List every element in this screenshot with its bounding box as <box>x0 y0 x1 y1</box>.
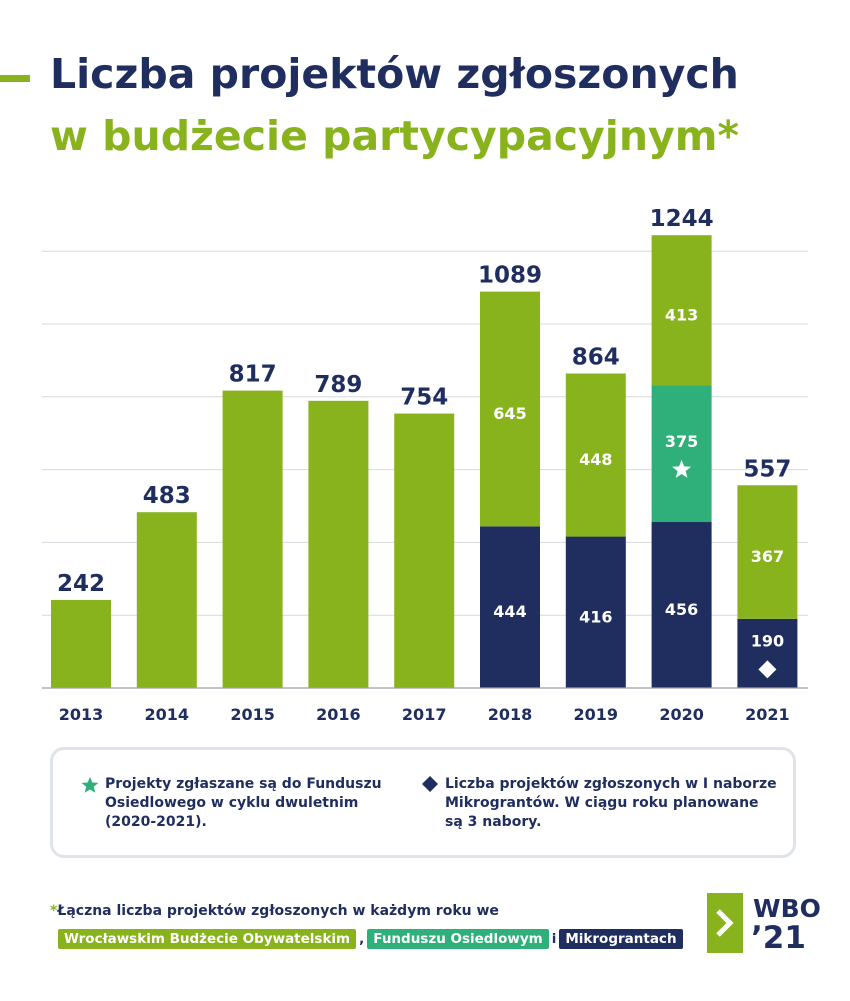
segment-label-2021: 190 <box>751 631 784 650</box>
legend-box: Projekty zgłaszane są do Funduszu Osiedl… <box>50 747 796 858</box>
x-tick-label-2014: 2014 <box>145 705 190 724</box>
total-label-2017: 754 <box>400 385 448 411</box>
bar-2019-mikrograntach <box>565 536 626 688</box>
bar-2013-wroc-awskim-bud-ecie-obywatelskim <box>51 599 111 688</box>
total-label-2013: 242 <box>57 571 105 597</box>
legend-star-text: Projekty zgłaszane są do Funduszu Osiedl… <box>105 776 382 830</box>
bar-2015-wroc-awskim-bud-ecie-obywatelskim <box>222 390 283 688</box>
segment-label-2018: 444 <box>493 602 526 621</box>
bar-2018-wroc-awskim-bud-ecie-obywatelskim <box>480 291 540 527</box>
total-label-2018: 1089 <box>478 263 542 289</box>
tag-separator-comma: , <box>359 931 365 947</box>
stacked-bar-chart: 242 2013 483 2014 817 2015 789 2016 754 2017 444 64… <box>42 206 808 724</box>
logo-chevron-icon <box>707 893 743 953</box>
logo-text-wbo: WBO <box>753 894 821 923</box>
title-line-1: Liczba projektów zgłoszonych <box>50 50 739 98</box>
title-accent-bar <box>0 75 30 82</box>
diamond-icon <box>419 775 441 792</box>
bar-2021-wroc-awskim-bud-ecie-obywatelskim <box>737 485 798 619</box>
bar-2018-mikrograntach <box>480 526 540 688</box>
segment-label-2019: 416 <box>579 607 612 626</box>
segment-label-2021: 367 <box>751 547 784 566</box>
total-label-2021: 557 <box>743 456 791 482</box>
segment-label-2020: 375 <box>665 432 698 451</box>
wbo-logo: WBO ’21 <box>707 893 821 956</box>
star-icon <box>79 775 101 794</box>
total-label-2016: 789 <box>314 372 362 398</box>
segment-label-2019: 448 <box>579 450 612 469</box>
segment-label-2018: 645 <box>493 404 526 423</box>
footnote: *Łączna liczba projektów zgłoszonych w k… <box>50 903 499 919</box>
segment-label-2020: 413 <box>665 305 698 324</box>
segment-label-2020: 456 <box>665 600 698 619</box>
x-tick-label-2015: 2015 <box>230 705 275 724</box>
tag-wbo: Wrocławskim Budżecie Obywatelskim <box>58 929 357 949</box>
x-tick-label-2018: 2018 <box>488 705 533 724</box>
total-label-2019: 864 <box>572 345 620 371</box>
diamond-icon-marker-2021 <box>758 660 777 679</box>
x-tick-label-2021: 2021 <box>745 705 790 724</box>
bar-2020-funduszu-osiedlowym <box>651 385 712 523</box>
legend-diamond-text: Liczba projektów zgłoszonych w I naborze… <box>445 776 777 830</box>
x-tick-label-2013: 2013 <box>59 705 104 724</box>
tag-fundusz: Funduszu Osiedlowym <box>367 929 549 949</box>
bar-2020-mikrograntach <box>651 522 712 688</box>
footnote-asterisk: * <box>50 903 58 919</box>
title-line-2: w budżecie partycypacyjnym* <box>50 112 739 160</box>
logo-text-year: ’21 <box>751 920 806 956</box>
legend-item-diamond: Liczba projektów zgłoszonych w I naborze… <box>419 775 779 832</box>
tag-separator-and: i <box>551 931 557 947</box>
x-tick-label-2016: 2016 <box>316 705 361 724</box>
total-label-2020: 1244 <box>650 206 714 232</box>
tag-mikro: Mikrograntach <box>559 929 683 949</box>
bar-2019-wroc-awskim-bud-ecie-obywatelskim <box>565 373 626 537</box>
bar-2017-wroc-awskim-bud-ecie-obywatelskim <box>394 413 455 688</box>
total-label-2014: 483 <box>143 483 191 509</box>
bar-2020-wroc-awskim-bud-ecie-obywatelskim <box>651 235 712 386</box>
footnote-text: Łączna liczba projektów zgłoszonych w ka… <box>57 903 499 919</box>
x-tick-label-2017: 2017 <box>402 705 447 724</box>
total-label-2015: 817 <box>229 362 277 388</box>
x-tick-label-2019: 2019 <box>574 705 619 724</box>
bar-2016-wroc-awskim-bud-ecie-obywatelskim <box>308 400 369 688</box>
legend-item-star: Projekty zgłaszane są do Funduszu Osiedl… <box>79 775 409 832</box>
bar-2014-wroc-awskim-bud-ecie-obywatelskim <box>136 512 197 688</box>
footnote-tags: Wrocławskim Budżecie Obywatelskim , Fund… <box>58 929 683 949</box>
star-icon-marker-2020 <box>672 459 692 478</box>
x-tick-label-2020: 2020 <box>659 705 704 724</box>
